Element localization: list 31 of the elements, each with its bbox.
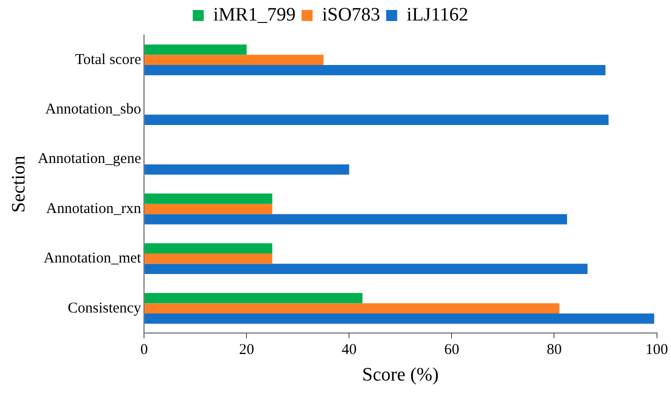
- y-tick-label: Total score: [75, 52, 142, 68]
- legend-label: iMR1_799: [213, 4, 296, 26]
- bar: [144, 303, 560, 314]
- x-tick-label: 60: [444, 342, 460, 358]
- bar: [144, 194, 272, 204]
- x-tick-label: 0: [140, 342, 148, 358]
- bar: [144, 44, 247, 55]
- bar: [144, 264, 588, 274]
- bar: [144, 214, 568, 224]
- y-tick-label: Consistency: [68, 300, 142, 316]
- legend-label: iSO783: [322, 4, 380, 26]
- legend-label: iLJ1162: [406, 4, 468, 26]
- x-tick-label: 40: [342, 342, 357, 358]
- x-tick-label: 100: [646, 342, 668, 358]
- x-tick-label: 80: [546, 342, 562, 358]
- y-tick-label: Annotation_rxn: [46, 200, 142, 217]
- x-axis-title: Score (%): [362, 364, 439, 386]
- bar: [144, 292, 362, 304]
- bar: [144, 243, 272, 254]
- bar: [144, 114, 609, 125]
- bar: [144, 313, 654, 324]
- bar: [144, 254, 272, 264]
- bar: [144, 164, 350, 175]
- x-tick-label: 20: [239, 342, 254, 358]
- y-tick-label: Annotation_met: [44, 250, 142, 267]
- bar: [144, 204, 272, 214]
- bar: [144, 64, 606, 76]
- y-tick-label: Annotation_gene: [38, 151, 142, 168]
- y-tick-label: Annotation_sbo: [45, 101, 142, 118]
- y-axis-title: Section: [8, 155, 30, 213]
- bar: [144, 54, 324, 65]
